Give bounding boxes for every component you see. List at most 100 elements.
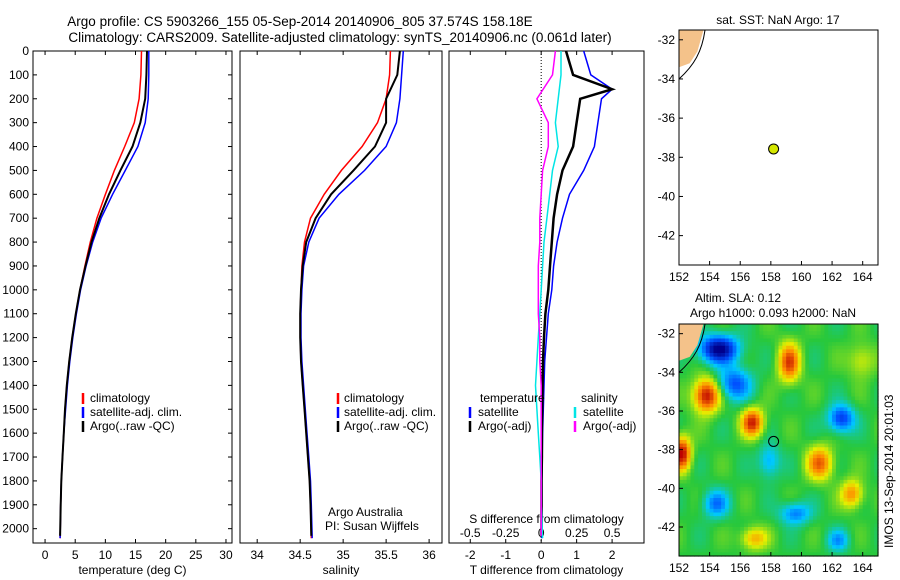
heatmap-cell <box>705 454 711 459</box>
heatmap-cell <box>774 421 780 427</box>
heatmap-cell <box>744 465 749 470</box>
heatmap-cell <box>755 545 760 550</box>
heatmap-cell <box>843 530 848 535</box>
heatmap-cell <box>755 537 760 543</box>
heatmap-cell <box>767 501 772 506</box>
heatmap-cell <box>682 374 688 379</box>
heatmap-cell <box>713 501 718 506</box>
heatmap-cell <box>713 472 718 477</box>
heatmap-cell <box>701 552 707 557</box>
heatmap-cell <box>724 338 730 343</box>
heatmap-cell <box>824 385 829 390</box>
heatmap-cell <box>870 548 875 553</box>
heatmap-cell <box>740 345 745 350</box>
heatmap-cell <box>690 363 695 369</box>
heatmap-cell <box>686 472 692 477</box>
heatmap-cell <box>858 530 864 535</box>
heatmap-cell <box>801 512 806 517</box>
heatmap-cell <box>797 353 803 358</box>
x-tick-label: 34.5 <box>288 548 312 562</box>
heatmap-cell <box>728 527 734 532</box>
heatmap-cell <box>782 389 787 394</box>
heatmap-cell <box>832 407 837 412</box>
heatmap-cell <box>701 414 707 419</box>
heatmap-cell <box>801 458 806 463</box>
heatmap-cell <box>724 443 730 448</box>
heatmap-cell <box>686 378 692 383</box>
heatmap-cell <box>694 498 699 503</box>
heatmap-cell <box>789 527 795 532</box>
heatmap-cell <box>682 443 688 448</box>
heatmap-cell <box>682 360 688 365</box>
heatmap-cell <box>751 523 757 528</box>
heatmap-cell <box>839 334 845 340</box>
heatmap-cell <box>751 483 757 488</box>
x-tick-label: 158 <box>761 270 781 284</box>
heatmap-cell <box>728 371 734 376</box>
heatmap-cell <box>820 353 826 358</box>
heatmap-cell <box>679 534 684 539</box>
heatmap-cell <box>721 472 726 477</box>
heatmap-cell <box>740 436 745 441</box>
heatmap-cell <box>713 400 718 405</box>
heatmap-cell <box>793 447 799 452</box>
heatmap-cell <box>855 327 860 332</box>
heatmap-cell <box>782 479 787 485</box>
heatmap-cell <box>686 429 692 434</box>
heatmap-cell <box>851 353 856 358</box>
heatmap-cell <box>820 545 826 550</box>
heatmap-cell <box>759 324 764 329</box>
heatmap-cell <box>835 324 841 329</box>
heatmap-cell <box>789 363 795 369</box>
heatmap-cell <box>763 331 768 336</box>
heatmap-cell <box>770 400 776 405</box>
heatmap-cell <box>713 378 718 383</box>
heatmap-cell <box>736 353 741 358</box>
heatmap-cell <box>747 374 753 379</box>
heatmap-cell <box>847 331 852 336</box>
heatmap-cell <box>755 498 760 503</box>
heatmap-cell <box>866 331 871 336</box>
heatmap-cell <box>701 389 707 394</box>
heatmap-cell <box>874 483 879 488</box>
heatmap-cell <box>744 327 749 332</box>
heatmap-cell <box>721 440 726 445</box>
heatmap-cell <box>789 403 795 408</box>
y-tick-label: -36 <box>658 111 676 125</box>
heatmap-cell <box>805 494 810 499</box>
heatmap-cell <box>724 324 730 329</box>
heatmap-cell <box>851 407 856 412</box>
heatmap-cell <box>717 396 722 401</box>
heatmap-cell <box>682 537 688 543</box>
heatmap-cell <box>751 356 757 361</box>
heatmap-cell <box>789 392 795 398</box>
heatmap-cell <box>801 440 806 445</box>
heatmap-cell <box>744 508 749 514</box>
heatmap-cell <box>828 494 833 499</box>
heatmap-cell <box>858 498 864 503</box>
heatmap-cell <box>747 407 753 412</box>
heatmap-cell <box>682 385 688 390</box>
heatmap-cell <box>728 414 734 419</box>
heatmap-cell <box>816 530 822 535</box>
heatmap-cell <box>698 461 703 466</box>
heatmap-cell <box>744 469 749 474</box>
heatmap-cell <box>728 523 734 528</box>
heatmap-cell <box>751 450 757 456</box>
heatmap-cell <box>778 392 783 398</box>
heatmap-cell <box>767 527 772 532</box>
heatmap-cell <box>690 418 695 423</box>
heatmap-cell <box>686 552 692 557</box>
heatmap-cell <box>789 469 795 474</box>
heatmap-cell <box>763 461 768 466</box>
heatmap-cell <box>797 469 803 474</box>
heatmap-cell <box>774 537 780 543</box>
heatmap-cell <box>843 342 848 347</box>
heatmap-cell <box>851 530 856 535</box>
heatmap-cell <box>724 512 730 517</box>
heatmap-cell <box>789 494 795 499</box>
heatmap-cell <box>874 334 879 340</box>
heatmap-cell <box>855 469 860 474</box>
heatmap-cell <box>778 425 783 430</box>
heatmap-cell <box>839 548 845 553</box>
